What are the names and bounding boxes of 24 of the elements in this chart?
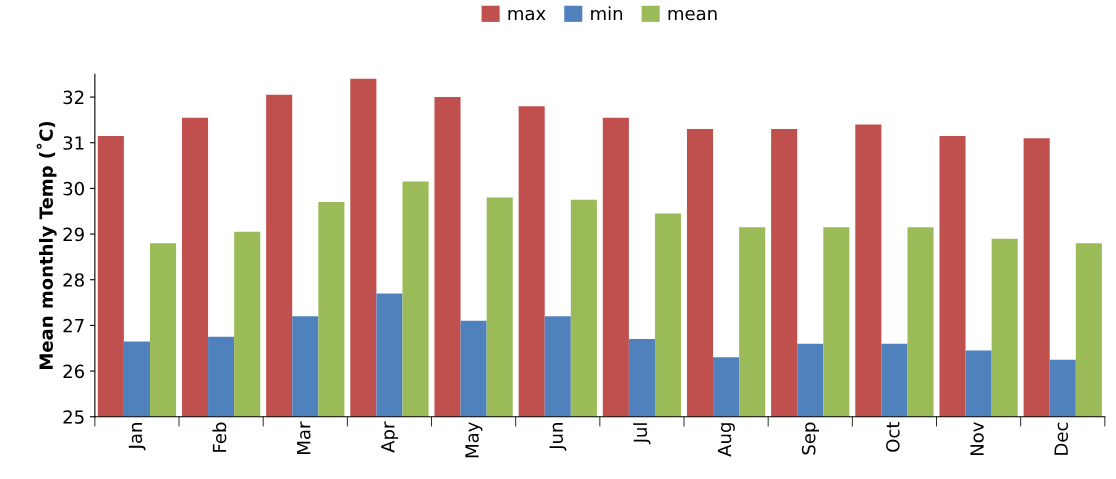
legend-label: max bbox=[508, 9, 546, 21]
x-tick-label: Apr bbox=[381, 421, 399, 453]
y-tick-label: 27 bbox=[63, 318, 84, 333]
x-tick-label: Feb bbox=[212, 422, 227, 452]
y-tick-label: 29 bbox=[63, 227, 84, 242]
x-tick-label: Sep bbox=[801, 422, 819, 455]
x-tick-label: May bbox=[465, 422, 483, 458]
legend-label: min bbox=[591, 6, 623, 20]
x-tick-label: Mar bbox=[297, 421, 311, 454]
x-tick-label: Dec bbox=[1054, 422, 1068, 455]
y-tick-label: 25 bbox=[63, 410, 84, 424]
y-axis-title: Mean monthly Temp (˚C) bbox=[36, 121, 57, 369]
x-tick-label: Nov bbox=[970, 422, 984, 456]
x-tick-label: Jul bbox=[633, 423, 651, 445]
y-tick-label: 28 bbox=[63, 273, 84, 287]
legend-label: mean bbox=[668, 9, 717, 21]
x-tick-label: Aug bbox=[717, 423, 735, 457]
y-tick-label: 31 bbox=[63, 136, 84, 150]
x-tick-label: Oct bbox=[886, 422, 900, 452]
x-tick-label: Jun bbox=[549, 423, 567, 451]
x-tick-label: Jan bbox=[128, 423, 146, 451]
y-tick-label: 32 bbox=[63, 90, 84, 105]
y-tick-label: 30 bbox=[63, 181, 84, 196]
y-tick-label: 26 bbox=[63, 364, 84, 379]
